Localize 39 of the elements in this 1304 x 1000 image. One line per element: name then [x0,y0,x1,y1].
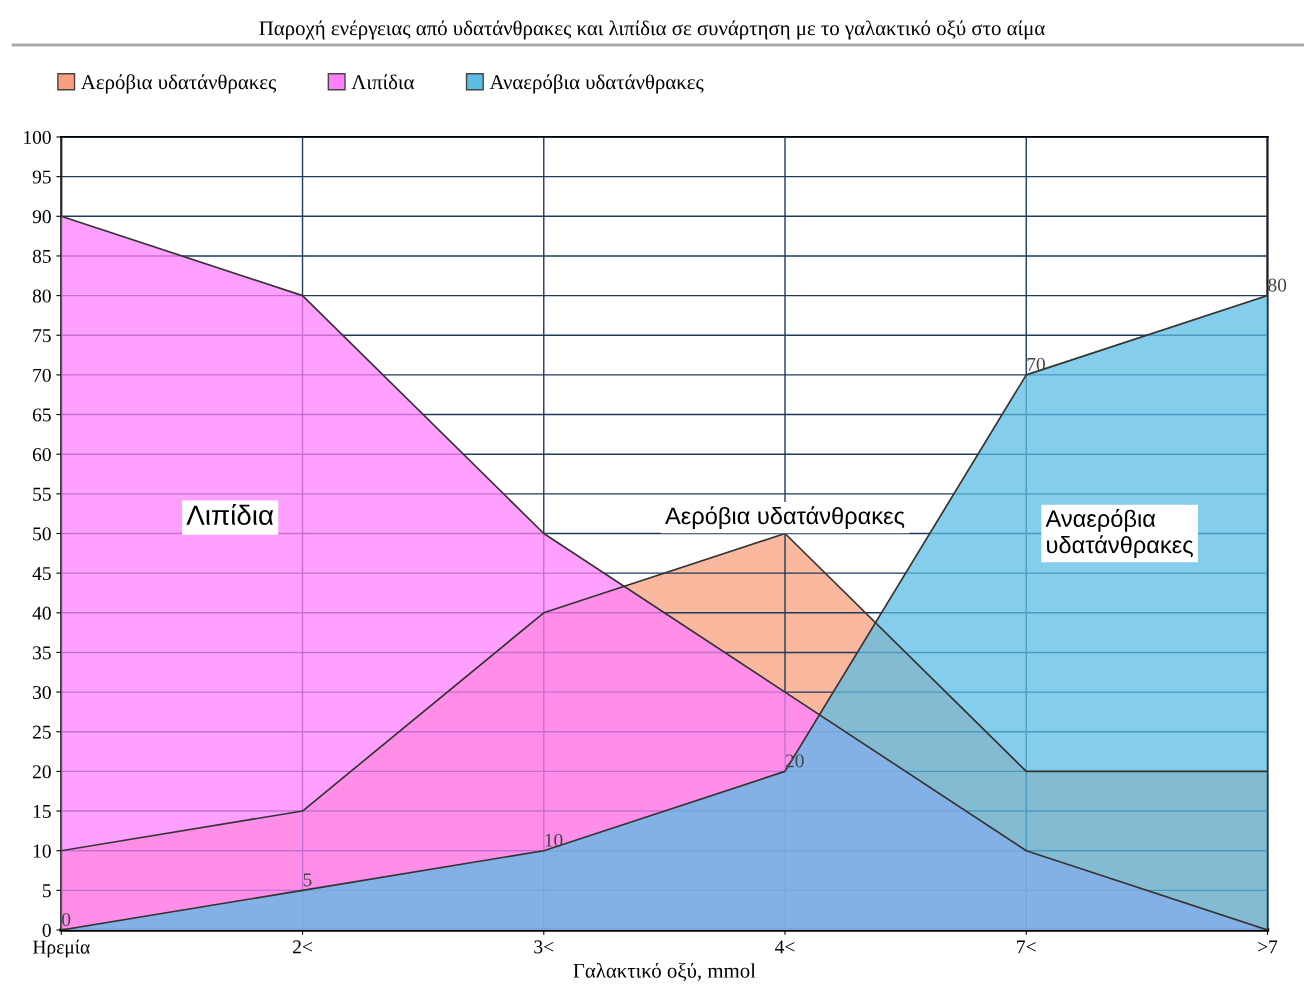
y-tick-label: 85 [32,249,51,263]
y-tick-label: 35 [33,646,51,660]
y-tick-label: 65 [32,408,51,422]
y-tick-label: 40 [32,606,51,620]
y-tick-label: 95 [32,170,51,184]
data-label: 70 [1027,357,1045,371]
y-tick-label: 75 [33,329,51,343]
x-tick-label: 4< [775,940,795,954]
annotation: Αναερόβια υδατάνθρακες [1045,509,1193,558]
y-tick-label: 70 [33,368,51,382]
y-tick-label: 55 [33,487,51,501]
y-tick-label: 50 [33,527,51,541]
annotation: Αερόβια υδατάνθρακες [665,506,905,529]
legend-label: Αερόβια υδατάνθρακες [80,74,277,94]
y-tick-label: 45 [32,567,51,581]
y-tick-label: 0 [42,923,51,937]
x-tick-label: Ηρεμία [32,939,90,958]
data-label: 0 [62,912,71,927]
data-label: 10 [545,833,563,847]
y-tick-label: 60 [32,448,51,462]
y-tick-label: 15 [33,804,51,818]
y-tick-label: 20 [32,765,51,779]
y-tick-label: 30 [33,685,51,700]
y-tick-label: 10 [33,844,51,858]
y-tick-label: 80 [32,289,51,303]
legend-label: Λιπίδια [351,74,414,90]
y-tick-label: 90 [32,210,51,224]
x-tick-label: 2< [293,940,312,954]
y-tick-label: 100 [24,130,51,144]
x-axis-title: Γαλακτικό οξύ, mmol [573,962,756,982]
legend-label: Αναερόβια υδατάνθρακες [489,74,704,94]
x-tick-label: 7< [1017,940,1036,954]
annotation: Λιπίδια [186,503,274,526]
x-tick-label: >7 [1258,940,1278,954]
x-tick-label: 3< [534,940,554,954]
y-tick-label: 5 [42,884,51,898]
chart-title: Παροχή ενέργειας από υδατάνθρακες και λιπίδια σε συνάρτηση με το γαλακτικό οξύ στο αίμα [259,20,1045,40]
data-label: 5 [303,873,312,887]
y-tick-label: 25 [32,725,51,739]
